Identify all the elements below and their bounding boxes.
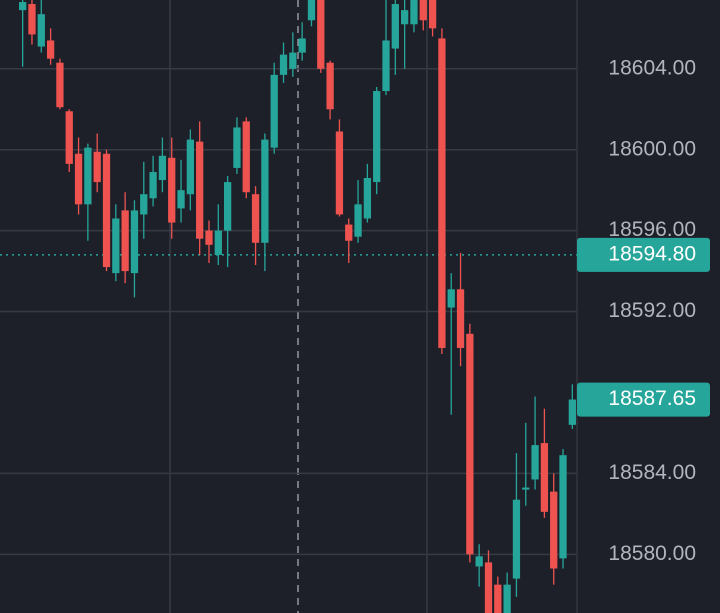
candle-body [158, 155, 167, 181]
y-tick-label: 18580.00 [608, 542, 696, 565]
candle-body [298, 38, 306, 53]
candle-body [223, 182, 232, 231]
price-badge [577, 237, 710, 272]
candle-body [568, 399, 576, 425]
candle-body [550, 491, 558, 569]
candle-body [522, 487, 530, 490]
candle-body [112, 218, 120, 274]
candle-body [242, 121, 250, 193]
candle-body [447, 289, 455, 308]
candle-body [512, 499, 521, 579]
candle-body [102, 153, 111, 268]
candle-body [354, 204, 362, 237]
candle-body [307, 0, 316, 21]
y-tick-label: 18600.00 [608, 137, 696, 160]
candle-body [261, 139, 269, 243]
plot [19, 0, 576, 613]
candle-body [84, 147, 92, 205]
y-tick-label: 18592.00 [608, 299, 696, 322]
y-tick-label: 18596.00 [608, 218, 696, 241]
candle-body [410, 0, 418, 25]
candle-body [289, 52, 297, 69]
candle-body [373, 91, 381, 183]
candle-body [56, 62, 64, 108]
candle-body [93, 151, 101, 183]
candle-body [251, 194, 260, 243]
candle-body [140, 194, 148, 215]
y-tick-label: 18584.00 [608, 461, 696, 484]
candle-body [74, 153, 83, 205]
candle-body [149, 171, 157, 199]
candle-body [531, 445, 539, 480]
candle-body [279, 54, 288, 75]
candle-body [401, 10, 409, 25]
candle-body [391, 4, 399, 49]
candle-body [363, 178, 372, 219]
candle-body [419, 0, 427, 21]
candle-body [475, 556, 483, 567]
candle-body [438, 38, 446, 348]
candle-body [466, 333, 474, 555]
candle-body [196, 141, 204, 239]
grid [0, 68, 577, 556]
candle-body [540, 443, 549, 512]
candle-body [503, 584, 511, 613]
candle-body [559, 455, 567, 559]
candle-body [177, 190, 185, 209]
y-tick-label: 18604.00 [608, 56, 696, 79]
candle-body [186, 139, 194, 195]
candle-body [428, 0, 437, 29]
candle-body [270, 74, 278, 148]
candle-body [121, 210, 129, 272]
candle-body [382, 40, 390, 92]
candle-body [317, 0, 325, 69]
price-badge [577, 382, 710, 417]
price-badge-label: 18587.65 [608, 387, 696, 410]
candle-body [46, 40, 55, 59]
candle-body [214, 230, 222, 255]
candle-body [456, 289, 465, 348]
candle-body [130, 210, 139, 274]
price-badge-label: 18594.80 [608, 242, 696, 265]
price-axis: 18580.00 18584.00 18592.00 18596.00 18600.00… [577, 56, 710, 565]
candle-body [484, 562, 493, 613]
candle-body [37, 14, 45, 47]
candle-body [335, 131, 344, 215]
candle-body [345, 224, 353, 241]
candle-body [28, 4, 36, 35]
candle-body [494, 584, 502, 613]
candle-body [168, 157, 176, 223]
candle-body [65, 111, 73, 164]
candle-body [205, 230, 213, 245]
candle-body [326, 62, 334, 110]
candle-body [233, 127, 241, 168]
candle-body [19, 2, 27, 11]
